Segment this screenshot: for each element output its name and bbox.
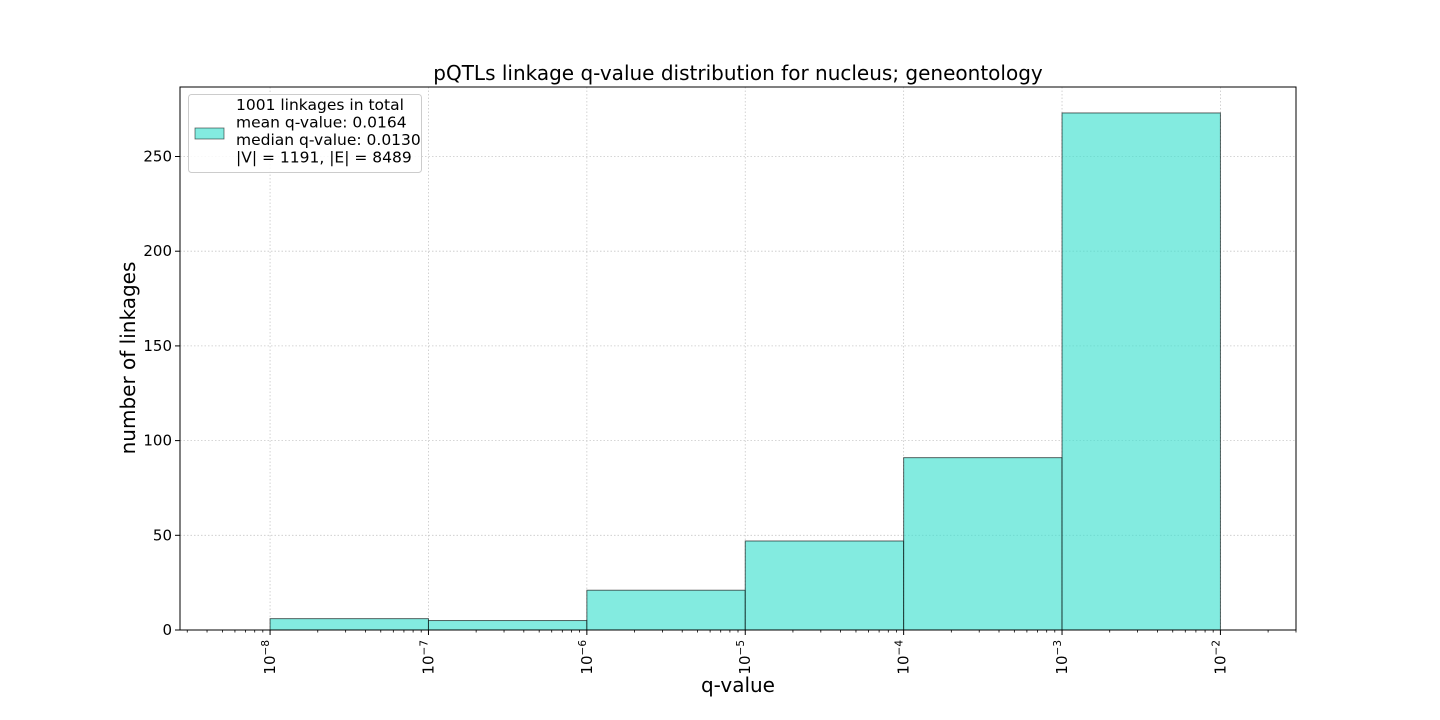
legend-line-median: median q-value: 0.0130: [236, 131, 421, 149]
histogram-bars: [269, 112, 1221, 631]
y-axis-label: number of linkages: [116, 262, 140, 455]
x-tick-label-2: 10−6: [577, 640, 596, 675]
x-tick-label-5: 10−3: [1052, 640, 1071, 675]
histogram-bar-0: [269, 618, 429, 631]
x-tick-label-3: 10−5: [735, 640, 754, 675]
y-tick-label-2: 100: [143, 432, 172, 450]
y-tick-label-0: 0: [162, 621, 172, 639]
legend-line-graph-size: |V| = 1191, |E| = 8489: [236, 149, 412, 167]
histogram-bar-1: [427, 620, 588, 631]
legend-swatch: [194, 127, 225, 140]
chart-title: pQTLs linkage q-value distribution for n…: [433, 61, 1043, 85]
legend-line-total: 1001 linkages in total: [236, 96, 404, 114]
legend: 1001 linkages in total mean q-value: 0.0…: [188, 94, 422, 173]
x-tick-label-0: 10−8: [260, 640, 279, 675]
legend-frame: [188, 94, 422, 173]
x-tick-label-4: 10−4: [894, 640, 913, 675]
x-axis-ticks: 10−8 10−7 10−6 10−5 10−4 10−3 10−2: [186, 630, 1297, 675]
y-axis-ticks: 0 50 100 150 200 250: [143, 148, 180, 639]
histogram-bar-4: [903, 457, 1063, 631]
y-tick-label-1: 50: [153, 526, 172, 544]
x-tick-label-6: 10−2: [1210, 640, 1229, 675]
histogram-bar-5: [1061, 112, 1221, 631]
histogram-bar-2: [586, 589, 746, 631]
x-tick-label-1: 10−7: [418, 640, 437, 675]
histogram-bar-3: [744, 540, 905, 631]
y-tick-label-3: 150: [143, 337, 172, 355]
x-axis-label: q-value: [701, 673, 775, 697]
y-tick-label-4: 200: [143, 242, 172, 260]
legend-line-mean: mean q-value: 0.0164: [236, 114, 407, 132]
y-tick-label-5: 250: [143, 148, 172, 166]
